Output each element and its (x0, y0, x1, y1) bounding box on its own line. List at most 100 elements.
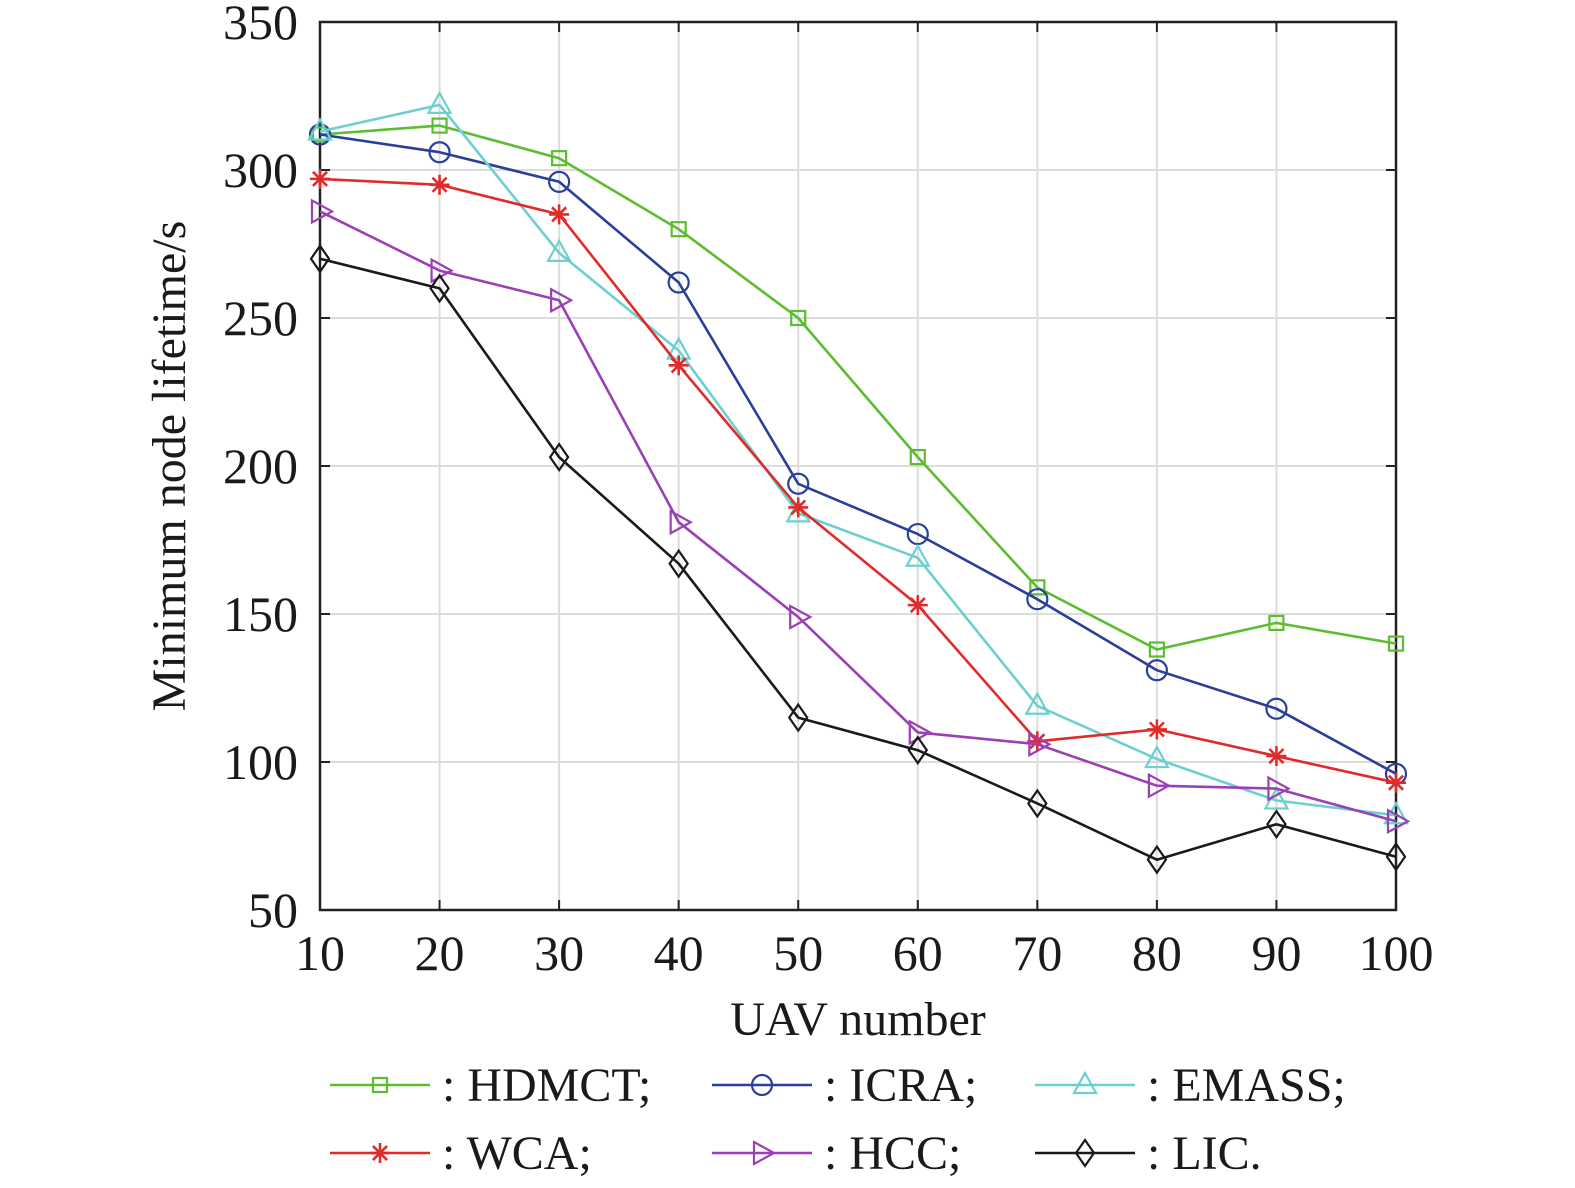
data-point-lic (1146, 844, 1168, 875)
x-tick-label: 10 (295, 925, 345, 981)
data-point-icra (1265, 697, 1288, 720)
data-point-emass (307, 117, 333, 141)
y-tick-label: 200 (223, 438, 298, 494)
data-point-lic (1026, 788, 1048, 819)
data-point-icra (1026, 588, 1049, 611)
data-point-lic (1266, 809, 1287, 840)
data-point-lic (1385, 841, 1407, 872)
series-line-wca (319, 177, 1397, 784)
data-point-emass (426, 90, 453, 114)
legend-marker-wca (370, 1143, 390, 1163)
series-lic (309, 243, 1407, 875)
data-point-icra (308, 123, 332, 146)
y-tick-label: 350 (223, 0, 298, 50)
data-point-hdmct (670, 221, 687, 238)
y-tick-label: 250 (223, 290, 298, 346)
legend-marker-emass (1072, 1070, 1098, 1095)
y-tick-label: 50 (248, 882, 298, 938)
legend-item-lic: : LIC. (1035, 1127, 1262, 1180)
data-point-wca (788, 497, 809, 518)
data-point-wca (1386, 772, 1406, 793)
legend: : HDMCT; : ICRA; : EMASS; : WCA; : HCC; : LIC… (330, 1059, 1346, 1180)
x-tick-label: 90 (1251, 925, 1301, 981)
data-point-emass (1383, 800, 1409, 825)
grid (320, 22, 1396, 910)
series-hdmct (311, 117, 1405, 658)
data-point-hdmct (1029, 579, 1046, 596)
data-point-hcc (310, 198, 335, 225)
data-point-icra (548, 170, 571, 193)
data-point-wca (1146, 719, 1167, 740)
x-tick-label: 30 (534, 925, 584, 981)
x-tick-label: 60 (893, 925, 943, 981)
legend-label-wca: : WCA; (442, 1127, 592, 1180)
data-point-hcc (908, 719, 933, 746)
data-point-wca (549, 204, 570, 225)
data-point-wca (907, 595, 928, 616)
x-tick-label: 70 (1012, 925, 1062, 981)
data-point-emass (904, 543, 931, 567)
data-point-hcc (1267, 775, 1291, 802)
data-point-icra (428, 141, 451, 164)
series-wca (310, 168, 1406, 793)
legend-label-icra: : ICRA; (824, 1059, 977, 1112)
legend-marker-lic (1074, 1138, 1096, 1168)
legend-item-wca: : WCA; (330, 1127, 592, 1180)
data-point-hcc (1028, 731, 1052, 758)
legend-label-hcc: : HCC; (824, 1127, 961, 1180)
legend-marker-icra (750, 1073, 774, 1097)
data-point-wca (310, 168, 330, 189)
series-icra (308, 123, 1408, 785)
series-line-hdmct (319, 124, 1397, 651)
data-point-hcc (789, 604, 813, 630)
data-point-emass (1144, 744, 1170, 769)
series-line-emass (319, 103, 1397, 817)
legend-item-icra: : ICRA; (712, 1059, 977, 1112)
x-tick-label: 20 (415, 925, 465, 981)
series-line-hcc (319, 210, 1397, 823)
data-point-icra (667, 271, 690, 294)
x-tick-label: 100 (1359, 925, 1434, 981)
legend-item-emass: : EMASS; (1035, 1059, 1346, 1112)
series-line-lic (319, 257, 1397, 862)
legend-label-hdmct: : HDMCT; (442, 1059, 651, 1112)
series-layer (307, 90, 1411, 875)
data-point-hdmct (1148, 641, 1165, 658)
data-point-hdmct (1268, 614, 1285, 631)
data-point-hcc (430, 257, 454, 284)
series-hcc (310, 198, 1411, 835)
series-emass (307, 90, 1409, 825)
legend-item-hdmct: : HDMCT; (330, 1059, 651, 1112)
data-point-hcc (1386, 808, 1411, 835)
y-tick-label: 300 (223, 142, 298, 198)
legend-marker-hdmct (371, 1076, 389, 1094)
data-point-lic (309, 243, 331, 274)
data-point-hdmct (909, 449, 926, 466)
data-point-wca (668, 355, 689, 376)
data-point-hcc (669, 509, 693, 536)
data-point-wca (1266, 746, 1287, 767)
data-point-hdmct (431, 117, 448, 134)
data-point-icra (787, 472, 810, 495)
legend-label-emass: : EMASS; (1147, 1059, 1346, 1112)
series-line-icra (319, 133, 1397, 775)
ticks: 10 20 30 40 50 60 70 80 90 100 50 100 150 200 250 300 35… (223, 0, 1434, 981)
x-axis-title: UAV number (730, 993, 986, 1046)
data-point-lic (429, 273, 450, 304)
x-tick-label: 50 (773, 925, 823, 981)
data-point-hdmct (1387, 635, 1405, 652)
data-point-lic (787, 702, 809, 733)
y-tick-label: 100 (223, 734, 298, 790)
data-point-lic (548, 442, 570, 473)
data-point-lic (668, 548, 690, 579)
data-point-emass (1024, 691, 1051, 715)
data-point-hcc (550, 287, 574, 314)
data-point-emass (546, 238, 572, 262)
data-point-hcc (1147, 772, 1172, 799)
x-tick-label: 40 (654, 925, 704, 981)
data-point-icra (1145, 659, 1168, 682)
y-tick-label: 150 (223, 586, 298, 642)
legend-label-lic: : LIC. (1147, 1127, 1262, 1180)
data-point-wca (429, 174, 450, 195)
